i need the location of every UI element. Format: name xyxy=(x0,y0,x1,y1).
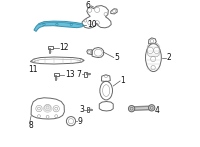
Text: 4: 4 xyxy=(155,106,160,115)
Text: 5: 5 xyxy=(114,53,119,62)
Text: 6: 6 xyxy=(85,1,90,10)
Text: 11: 11 xyxy=(28,65,38,74)
Text: 3: 3 xyxy=(79,105,84,114)
Text: 9: 9 xyxy=(77,117,82,126)
Text: 13: 13 xyxy=(65,70,74,79)
Polygon shape xyxy=(34,21,83,31)
Text: 10: 10 xyxy=(87,20,96,29)
Text: 7: 7 xyxy=(76,70,81,79)
Ellipse shape xyxy=(43,105,52,112)
Text: 2: 2 xyxy=(166,53,171,62)
Text: 8: 8 xyxy=(28,121,33,130)
Circle shape xyxy=(128,106,135,112)
Text: 1: 1 xyxy=(120,76,125,85)
Circle shape xyxy=(149,105,155,111)
Text: 12: 12 xyxy=(60,43,69,52)
